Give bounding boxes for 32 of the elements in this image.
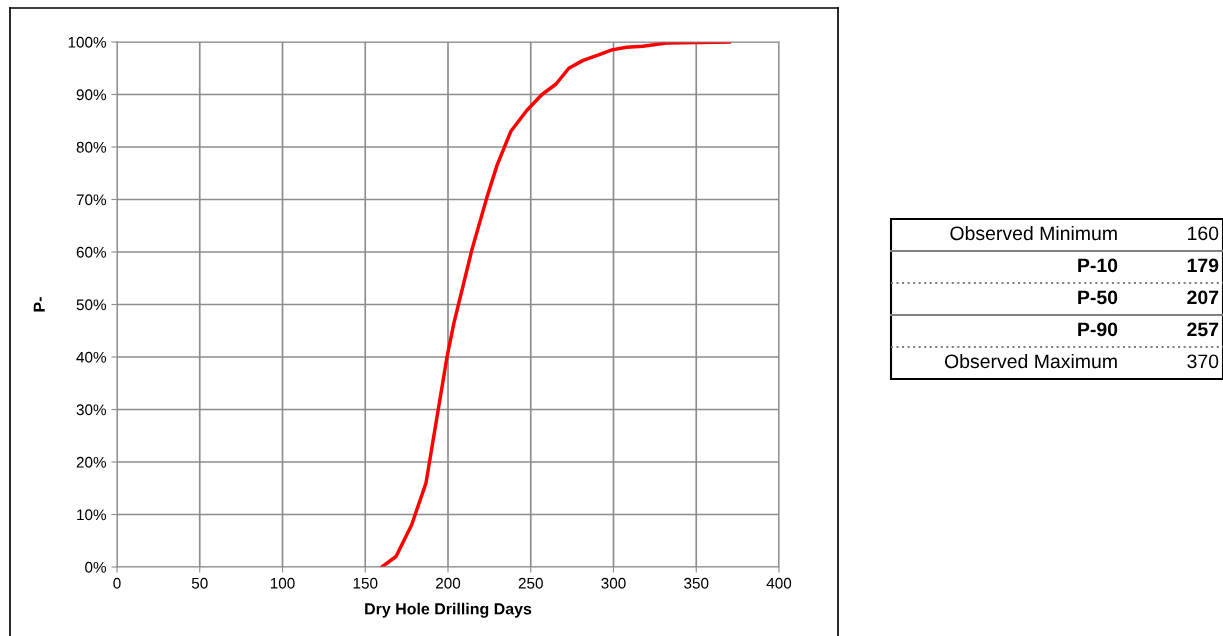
y-tick-label: 40% — [76, 351, 107, 363]
y-tick-label: 20% — [76, 456, 107, 468]
x-tick-label: 50 — [191, 577, 208, 589]
y-tick-label: 0% — [85, 561, 107, 573]
y-tick-label: 90% — [76, 89, 107, 101]
x-tick-label: 300 — [601, 577, 626, 589]
text: 370 — [1187, 354, 1219, 369]
y-tick-label: 70% — [76, 194, 107, 206]
y-tick-label: 30% — [76, 404, 107, 416]
text: 207 — [1187, 290, 1219, 305]
text: 257 — [1187, 322, 1219, 337]
x-tick-label: 150 — [353, 577, 378, 589]
text: P-90 — [1078, 322, 1118, 337]
text: P-50 — [1078, 290, 1118, 305]
x-tick-label: 400 — [766, 577, 792, 589]
text: Observed Minimum — [950, 225, 1117, 241]
x-axis-title: Dry Hole Drilling Days — [365, 602, 532, 618]
x-tick-label: 250 — [518, 577, 543, 589]
x-tick-label: 350 — [684, 577, 709, 589]
text: P-10 — [1078, 258, 1118, 273]
y-axis-title: P- — [33, 297, 45, 312]
x-tick-label: 200 — [436, 577, 461, 589]
y-tick-label: 80% — [76, 141, 107, 153]
text: 179 — [1187, 258, 1219, 273]
y-tick-label: 60% — [76, 246, 107, 258]
text: 160 — [1188, 226, 1219, 241]
y-tick-label: 10% — [77, 509, 107, 521]
x-tick-label: 0 — [113, 577, 121, 589]
y-tick-label: 50% — [76, 299, 107, 311]
text: Observed Maximum — [944, 353, 1117, 369]
x-tick-label: 100 — [270, 577, 295, 589]
y-tick-label: 100% — [68, 36, 107, 48]
